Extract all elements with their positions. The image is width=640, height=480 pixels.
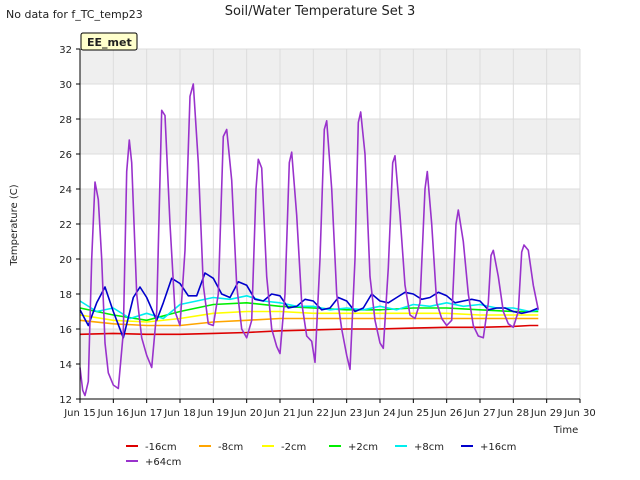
legend-item: -2cm — [262, 442, 306, 453]
y-tick-label: 20 — [59, 255, 72, 266]
y-axis: 12 14 16 18 20 22 24 26 28 30 32 — [59, 45, 81, 406]
legend-item: +8cm — [395, 442, 444, 453]
shaded-band-3 — [80, 119, 580, 154]
y-tick-label: 30 — [59, 80, 72, 91]
series-lines — [79, 83, 540, 397]
y-tick-label: 18 — [59, 290, 72, 301]
x-tick-label: Jun 16 — [97, 408, 130, 419]
legend-item: +2cm — [329, 442, 378, 453]
y-tick-label: 28 — [59, 115, 72, 126]
series-line-64cmcm — [79, 83, 540, 397]
x-tick-label: Jun 28 — [497, 408, 530, 419]
y-tick-label: 16 — [59, 325, 72, 336]
series-line-8cmcm — [79, 317, 539, 327]
x-tick-label: Jun 29 — [530, 408, 563, 419]
legend-item: -16cm — [126, 442, 177, 453]
legend-label: +2cm — [348, 442, 378, 453]
legend-item: +16cm — [461, 442, 516, 453]
legend-label: +8cm — [414, 442, 444, 453]
x-tick-label: Jun 30 — [563, 408, 596, 419]
x-tick-label: Jun 26 — [430, 408, 463, 419]
x-tick-label: Jun 24 — [363, 408, 396, 419]
legend: -16cm -8cm -2cm +2cm +8cm +16cm +64cm — [126, 442, 516, 468]
ee-met-badge: EE_met — [80, 32, 138, 51]
y-tick-label: 22 — [59, 220, 72, 231]
y-tick-label: 26 — [59, 150, 72, 161]
shaded-band-1 — [80, 259, 580, 294]
legend-item: -8cm — [199, 442, 243, 453]
legend-label: -8cm — [218, 442, 243, 453]
shaded-band-4 — [80, 49, 580, 84]
y-tick-label: 14 — [59, 360, 72, 371]
series-line-2cmcm — [79, 310, 539, 323]
y-tick-label: 12 — [59, 395, 72, 406]
x-tick-label: Jun 25 — [397, 408, 430, 419]
x-tick-label: Jun 27 — [463, 408, 496, 419]
series-line-16cmcm — [79, 324, 539, 336]
x-tick-label: Jun 19 — [197, 408, 230, 419]
x-axis-label: Time — [553, 425, 578, 436]
x-axis: Jun 15 Jun 16 Jun 17 Jun 18 Jun 19 Jun 20 Jun … — [63, 398, 596, 419]
x-tick-label: Jun 20 — [230, 408, 263, 419]
nodata-note: No data for f_TC_temp23 — [6, 8, 143, 21]
legend-label: +16cm — [480, 442, 516, 453]
x-tick-label: Jun 23 — [330, 408, 363, 419]
y-tick-label: 24 — [59, 185, 72, 196]
y-axis-label: Temperature (C) — [9, 184, 20, 266]
x-tick-label: Jun 18 — [163, 408, 196, 419]
legend-label: -2cm — [281, 442, 306, 453]
shaded-band-2 — [80, 189, 580, 224]
chart-title: Soil/Water Temperature Set 3 — [225, 4, 416, 19]
x-tick-label: Jun 21 — [263, 408, 296, 419]
series-line-16cmcm — [79, 272, 539, 339]
x-tick-label: Jun 17 — [130, 408, 163, 419]
x-tick-label: Jun 22 — [297, 408, 330, 419]
legend-label: -16cm — [145, 442, 177, 453]
legend-label: +64cm — [145, 457, 181, 468]
legend-item: +64cm — [126, 457, 181, 468]
x-tick-label: Jun 15 — [63, 408, 96, 419]
y-tick-label: 32 — [59, 45, 72, 56]
ee-met-label: EE_met — [87, 36, 132, 49]
